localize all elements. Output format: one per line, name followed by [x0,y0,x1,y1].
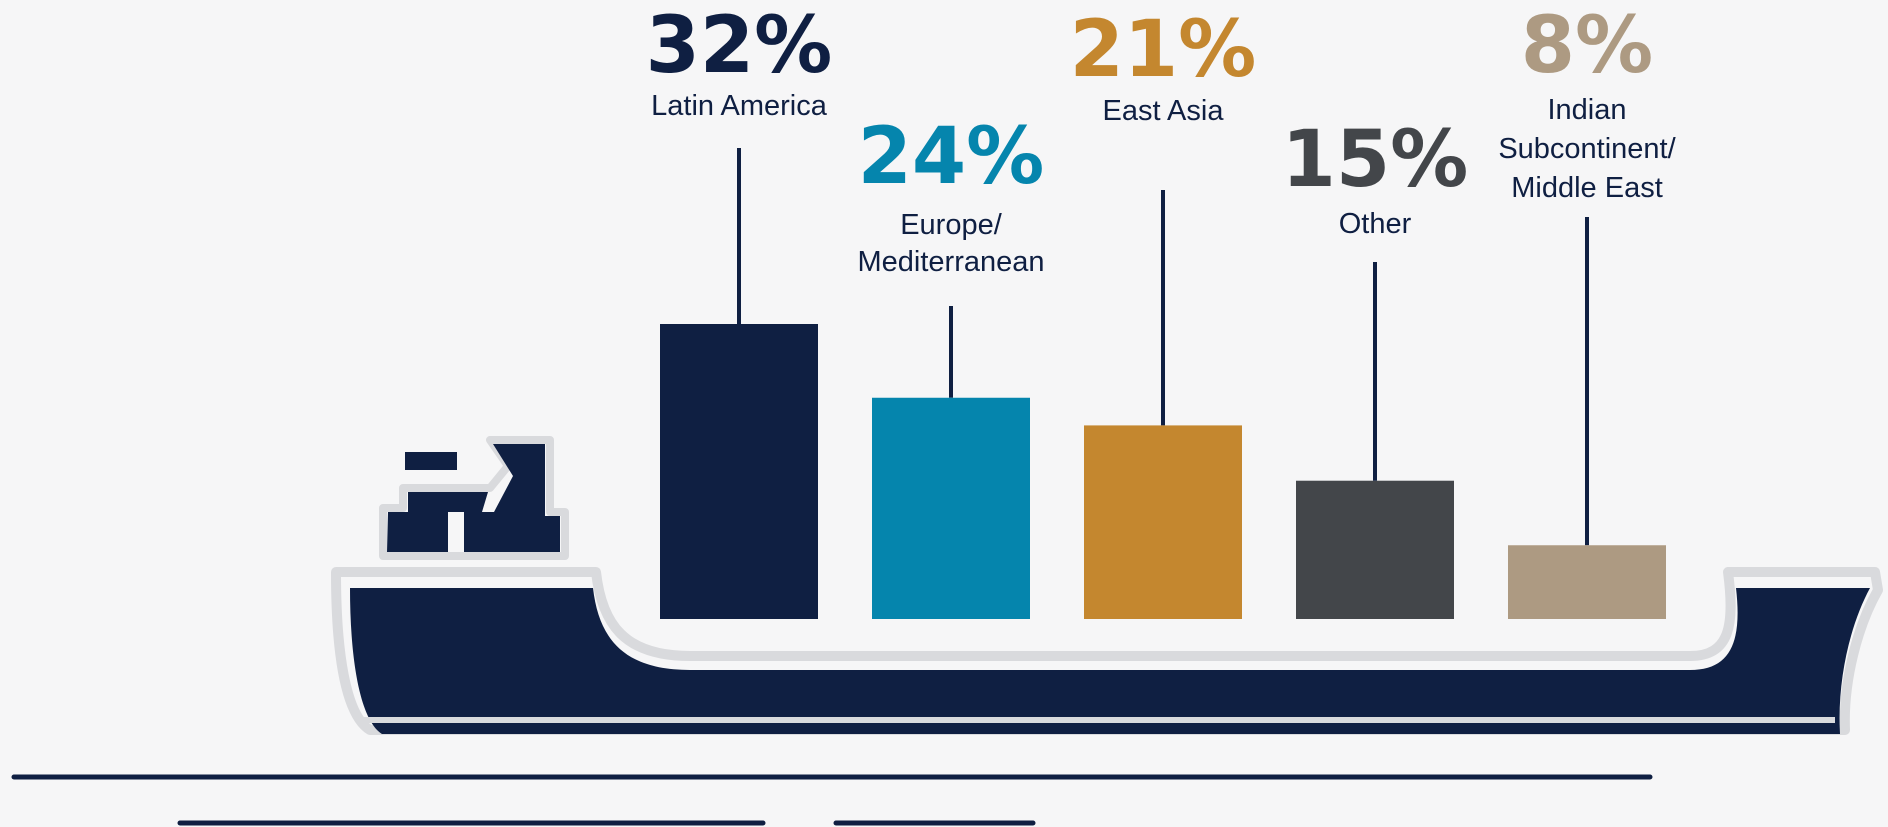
category-label: East Asia [1103,95,1225,127]
ship-hull-outline [331,567,1883,735]
water-lines [11,774,1653,826]
category-label: Other [1339,208,1412,240]
value-label: 15% [1282,115,1469,205]
value-label: 21% [1070,5,1257,95]
ship-cabin-window [405,452,457,470]
ship-cabin-right [464,444,560,552]
bar [872,397,1030,619]
bar [660,324,818,619]
bar [1296,480,1454,619]
category-label: Indian Subcontinent/Middle East [1498,94,1676,204]
ship-cabin-outline [379,436,569,560]
bar-group [660,148,1666,619]
bar [1508,545,1666,619]
bar [1084,425,1242,619]
value-label: 8% [1521,1,1653,91]
category-label: Europe/Mediterranean [858,209,1045,278]
ship-hull [350,588,1870,734]
value-label: 24% [858,112,1045,202]
value-label: 32% [646,1,833,91]
cargo-ship-icon [331,436,1883,735]
category-label: Latin America [651,90,828,122]
label-group: 32%Latin America 24% Europe/Mediterranean 2… [646,1,1677,278]
ship-cabin [387,492,488,552]
